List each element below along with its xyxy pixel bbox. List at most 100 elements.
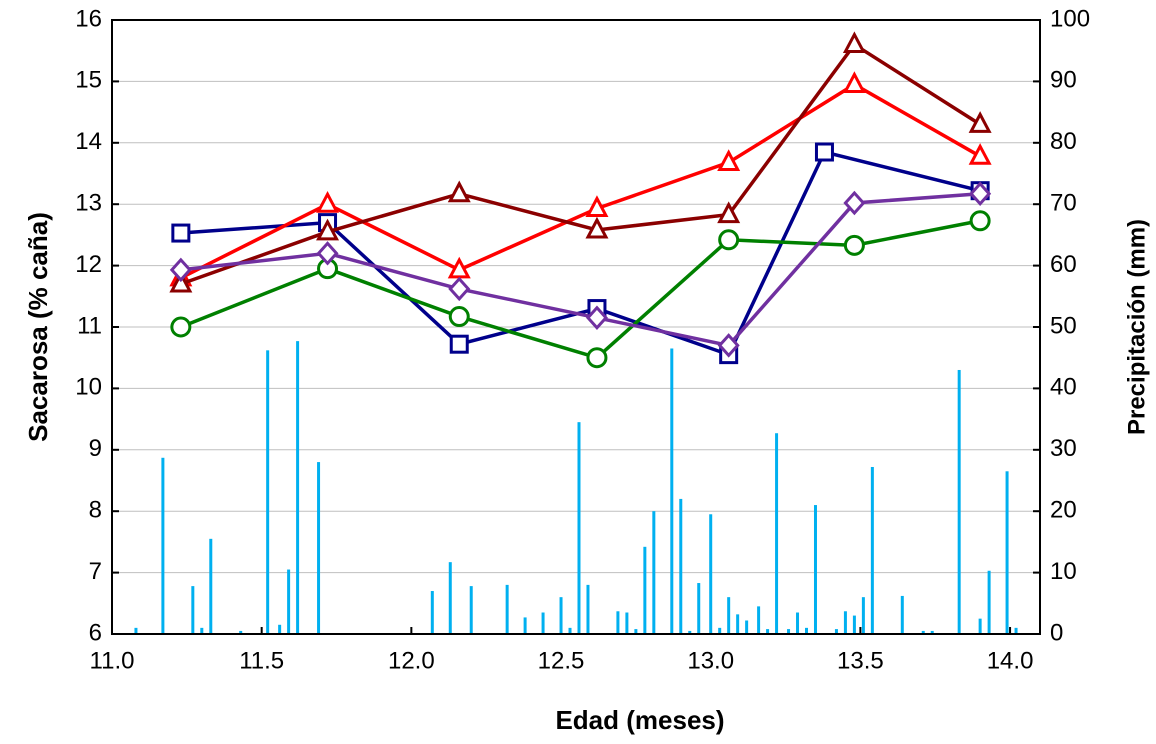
y2-tick-label: 0 <box>1050 619 1063 646</box>
precipitation-bar <box>616 611 620 634</box>
marker <box>969 210 991 232</box>
marker <box>969 181 992 207</box>
precipitation-bar <box>161 457 165 634</box>
y-tick-label: 9 <box>89 435 102 462</box>
y-tick-label: 6 <box>89 619 102 646</box>
precipitation-bar <box>523 617 527 634</box>
marker <box>717 149 741 171</box>
marker <box>448 306 470 328</box>
marker <box>316 190 340 213</box>
marker <box>585 216 609 239</box>
precipitation-bar <box>239 630 243 634</box>
marker <box>585 195 609 217</box>
precipitation-bar <box>505 584 509 634</box>
marker <box>586 347 608 369</box>
y-tick-label: 12 <box>75 251 102 278</box>
precipitation-bar <box>843 611 847 634</box>
precipitation-bar <box>634 629 638 634</box>
plot-frame <box>111 19 1041 635</box>
y-tick-label: 15 <box>75 67 102 94</box>
precipitation-bar <box>709 514 713 634</box>
precipitation-bar <box>805 627 809 634</box>
y2-axis-label: Precipitación (mm) <box>1123 219 1150 435</box>
precipitation-bar <box>718 627 722 634</box>
precipitation-bar <box>775 433 779 634</box>
marker <box>842 71 866 93</box>
y2-tick-label: 40 <box>1050 374 1077 401</box>
marker <box>585 305 608 331</box>
precipitation-bar <box>469 586 473 634</box>
marker <box>169 270 193 293</box>
y-tick-label: 8 <box>89 497 102 524</box>
marker <box>171 223 191 243</box>
precipitation-bar <box>787 629 791 634</box>
x-tick-label: 14.0 <box>987 647 1034 674</box>
x-tick-label: 12.0 <box>388 647 435 674</box>
marker <box>717 333 740 358</box>
marker <box>448 276 471 302</box>
y2-tick-label: 70 <box>1050 190 1077 217</box>
x-tick-label: 11.0 <box>90 647 135 674</box>
precipitation-bar <box>625 612 629 634</box>
precipitation-bar <box>745 620 749 634</box>
marker <box>814 142 834 162</box>
precipitation-bar <box>957 369 961 634</box>
precipitation-bar <box>643 546 647 634</box>
precipitation-bar <box>586 584 590 634</box>
precipitation-bar <box>568 627 572 634</box>
x-axis-label: Edad (meses) <box>555 705 724 735</box>
precipitation-bar <box>670 348 674 634</box>
x-tick-label: 12.5 <box>538 647 585 674</box>
precipitation-bar <box>736 614 740 634</box>
precipitation-bar <box>766 629 770 634</box>
precipitation-bar <box>796 612 800 634</box>
precipitation-bar <box>287 569 291 634</box>
marker <box>449 334 469 354</box>
marker <box>316 241 339 266</box>
y2-tick-label: 10 <box>1050 558 1077 585</box>
precipitation-bar <box>317 462 321 634</box>
precipitation-bar <box>870 466 874 634</box>
y2-tick-label: 20 <box>1050 497 1077 524</box>
y2-tick-label: 60 <box>1050 251 1077 278</box>
precipitation-bar <box>134 627 138 634</box>
precipitation-bar <box>278 624 282 634</box>
precipitation-bar <box>652 511 656 634</box>
precipitation-bar <box>688 630 692 634</box>
marker <box>447 180 471 203</box>
precipitation-bar <box>727 597 731 634</box>
precipitation-bar <box>679 498 683 634</box>
x-tick-label: 13.0 <box>687 647 734 674</box>
precipitation-bar <box>834 629 838 634</box>
y-tick-label: 10 <box>75 374 102 401</box>
precipitation-bar <box>978 618 982 634</box>
marker <box>316 218 340 241</box>
precipitation-bar <box>430 591 434 634</box>
precipitation-bar <box>930 630 934 634</box>
y-tick-label: 16 <box>75 5 102 32</box>
marker <box>843 234 865 256</box>
marker <box>968 111 992 133</box>
precipitation-bar <box>813 505 817 634</box>
precipitation-bar <box>697 583 701 634</box>
precipitation-bar <box>987 570 991 634</box>
precipitation-bar <box>577 422 581 634</box>
marker <box>968 143 992 165</box>
marker <box>842 31 866 54</box>
y-axis-label: Sacarosa (% caña) <box>23 212 53 442</box>
precipitation-bar <box>861 597 865 634</box>
y2-tick-label: 30 <box>1050 435 1077 462</box>
precipitation-bar <box>921 630 925 634</box>
precipitation-bar <box>200 627 204 634</box>
y2-tick-label: 90 <box>1050 67 1077 94</box>
marker <box>718 229 740 251</box>
marker <box>717 201 741 224</box>
y2-tick-label: 80 <box>1050 128 1077 155</box>
precipitation-bar <box>1014 627 1018 634</box>
precipitation-bar <box>541 612 545 634</box>
y-tick-label: 7 <box>89 558 102 585</box>
precipitation-bar <box>852 615 856 634</box>
y2-tick-label: 50 <box>1050 312 1077 339</box>
marker <box>169 257 192 283</box>
